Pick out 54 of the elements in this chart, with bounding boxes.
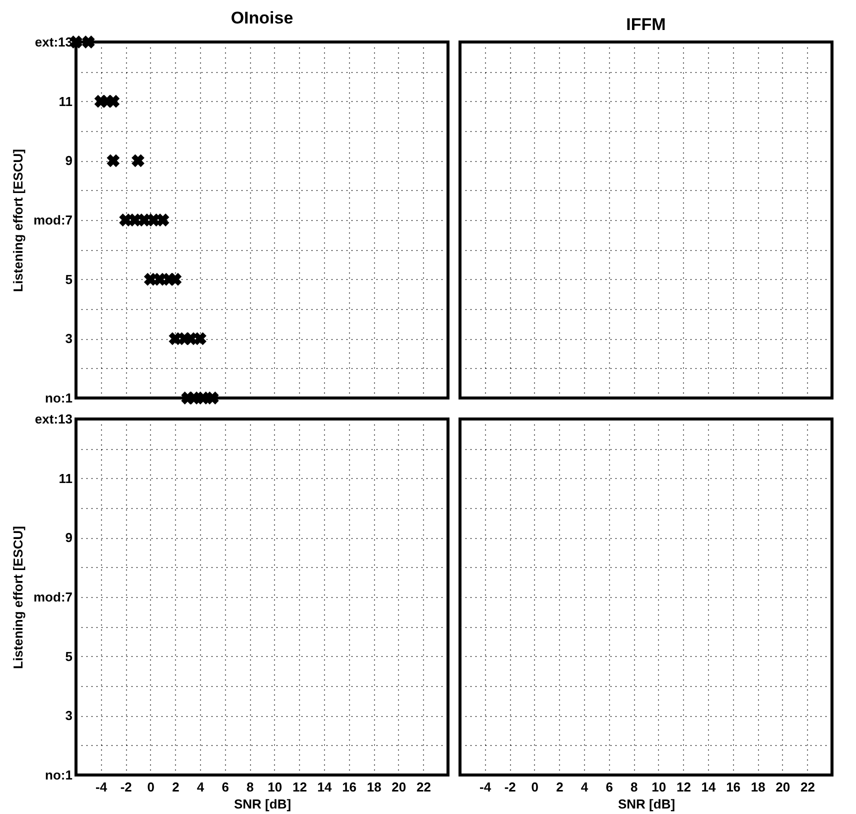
point bbox=[82, 36, 95, 48]
y-tick-label: ext:13 bbox=[34, 34, 72, 50]
y-tick-label: 5 bbox=[65, 272, 72, 287]
y-tick-label: no:1 bbox=[45, 768, 72, 782]
x-tick-label: 0 bbox=[147, 780, 155, 794]
y-tick-label: 11 bbox=[58, 94, 72, 109]
x-axis-title: SNR [dB] bbox=[618, 796, 676, 812]
point bbox=[132, 154, 144, 168]
x-tick-label: 16 bbox=[342, 780, 357, 794]
x-tick-label: 16 bbox=[726, 780, 741, 794]
x-tick-label: 4 bbox=[196, 780, 205, 794]
y-tick-label: 5 bbox=[65, 648, 72, 664]
x-tick-label: 6 bbox=[606, 780, 613, 794]
x-tick-label: 18 bbox=[366, 780, 382, 794]
x-tick-label: -4 bbox=[96, 780, 108, 794]
x-tick-label: -2 bbox=[120, 780, 132, 794]
x-tick-label: 14 bbox=[701, 780, 716, 794]
point bbox=[106, 154, 120, 168]
y-tick-label: 3 bbox=[65, 331, 72, 346]
x-tick-label: 8 bbox=[630, 780, 638, 794]
y-axis-title: Listening effort [ESCU] bbox=[10, 526, 26, 669]
y-axis-title: Listening effort [ESCU] bbox=[10, 149, 26, 292]
x-tick-label: 2 bbox=[172, 780, 180, 794]
x-tick-label: 6 bbox=[222, 780, 229, 794]
y-tick-label: 11 bbox=[58, 470, 72, 486]
x-tick-label: 20 bbox=[392, 780, 406, 794]
x-tick-label: 22 bbox=[800, 780, 815, 794]
y-tick-label: 9 bbox=[65, 530, 72, 546]
x-tick-label: -2 bbox=[504, 780, 516, 794]
y-tick-label: mod:7 bbox=[34, 590, 72, 604]
x-tick-label: 22 bbox=[416, 780, 431, 794]
x-tick-label: 18 bbox=[750, 780, 766, 794]
x-tick-label: -4 bbox=[480, 780, 492, 794]
chart-title: IFFM bbox=[626, 15, 666, 34]
x-tick-label: 10 bbox=[268, 780, 282, 794]
y-tick-label: no:1 bbox=[45, 390, 72, 406]
y-tick-label: 9 bbox=[65, 153, 72, 168]
y-tick-label: mod:7 bbox=[34, 212, 72, 228]
x-tick-label: 0 bbox=[531, 780, 539, 794]
x-tick-label: 8 bbox=[246, 780, 254, 794]
x-tick-label: 4 bbox=[580, 780, 589, 794]
x-tick-label: 2 bbox=[556, 780, 564, 794]
x-tick-label: 12 bbox=[292, 780, 307, 794]
chart-title: OInoise bbox=[230, 8, 294, 28]
x-axis-title: SNR [dB] bbox=[234, 796, 292, 812]
y-tick-label: 3 bbox=[65, 708, 72, 724]
x-tick-label: 14 bbox=[317, 780, 332, 794]
point bbox=[194, 332, 206, 346]
x-tick-label: 20 bbox=[776, 780, 790, 794]
y-tick-label: ext:13 bbox=[34, 412, 72, 426]
x-tick-label: 10 bbox=[652, 780, 666, 794]
point bbox=[156, 214, 170, 226]
x-tick-label: 12 bbox=[676, 780, 691, 794]
point bbox=[206, 392, 219, 404]
